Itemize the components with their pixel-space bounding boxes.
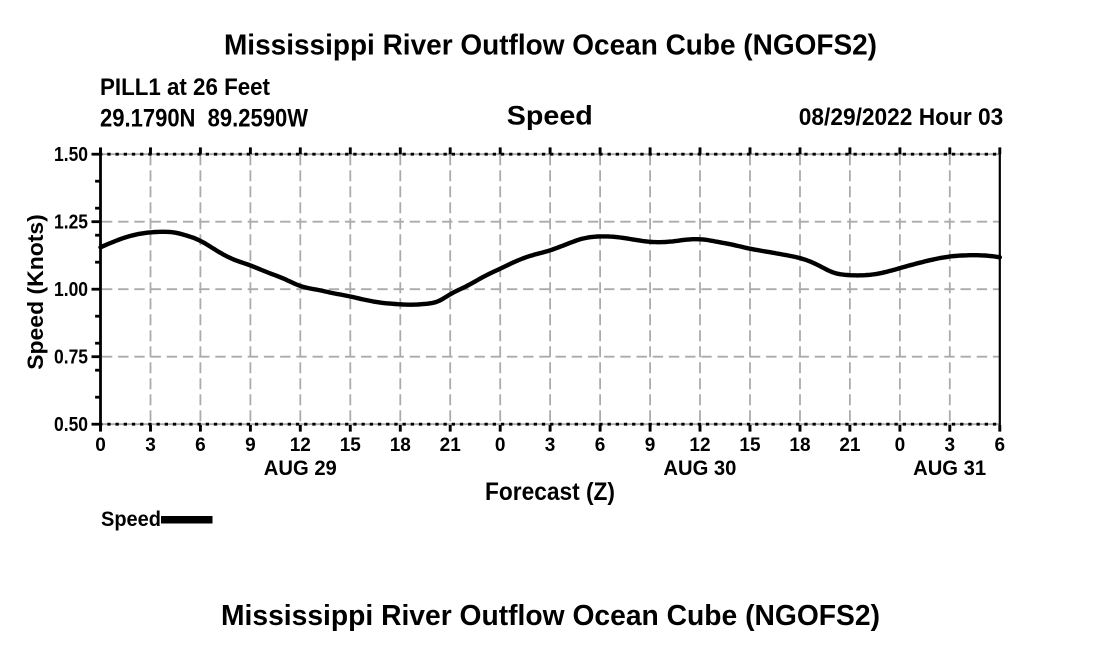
svg-text:Forecast (Z): Forecast (Z) <box>485 478 615 506</box>
svg-text:0: 0 <box>895 435 906 456</box>
svg-text:9: 9 <box>245 435 256 456</box>
svg-text:3: 3 <box>545 435 556 456</box>
svg-text:0.50: 0.50 <box>54 414 88 436</box>
svg-text:0.75: 0.75 <box>54 347 88 369</box>
svg-text:PILL1 at 26 Feet: PILL1 at 26 Feet <box>100 74 270 101</box>
svg-text:0: 0 <box>495 435 506 456</box>
svg-text:15: 15 <box>739 435 761 456</box>
svg-text:6: 6 <box>595 435 606 456</box>
svg-text:Speed: Speed <box>507 101 593 131</box>
svg-text:29.1790N 89.2590W: 29.1790N 89.2590W <box>100 104 308 132</box>
svg-text:AUG 29: AUG 29 <box>264 457 337 480</box>
svg-text:3: 3 <box>945 435 956 456</box>
svg-text:1.25: 1.25 <box>54 212 88 234</box>
svg-text:Mississippi River Outflow Ocea: Mississippi River Outflow Ocean Cube (NG… <box>221 600 880 632</box>
svg-text:Speed: Speed <box>101 507 161 531</box>
svg-text:Speed (Knots): Speed (Knots) <box>23 214 48 370</box>
svg-text:6: 6 <box>195 435 206 456</box>
svg-text:18: 18 <box>789 435 810 456</box>
svg-text:15: 15 <box>340 435 362 456</box>
svg-text:AUG 30: AUG 30 <box>663 457 736 480</box>
svg-text:0: 0 <box>95 435 106 456</box>
svg-text:12: 12 <box>290 435 311 456</box>
svg-text:Mississippi River Outflow Ocea: Mississippi River Outflow Ocean Cube (NG… <box>224 30 877 62</box>
svg-text:08/29/2022 Hour 03: 08/29/2022 Hour 03 <box>799 104 1004 131</box>
svg-text:6: 6 <box>995 435 1006 456</box>
svg-text:AUG 31: AUG 31 <box>913 457 986 480</box>
svg-text:21: 21 <box>839 435 861 456</box>
svg-text:3: 3 <box>145 435 156 456</box>
svg-text:1.00: 1.00 <box>54 279 88 301</box>
svg-text:18: 18 <box>390 435 411 456</box>
svg-text:21: 21 <box>440 435 462 456</box>
svg-text:12: 12 <box>689 435 710 456</box>
svg-text:1.50: 1.50 <box>54 144 88 166</box>
svg-text:9: 9 <box>645 435 656 456</box>
